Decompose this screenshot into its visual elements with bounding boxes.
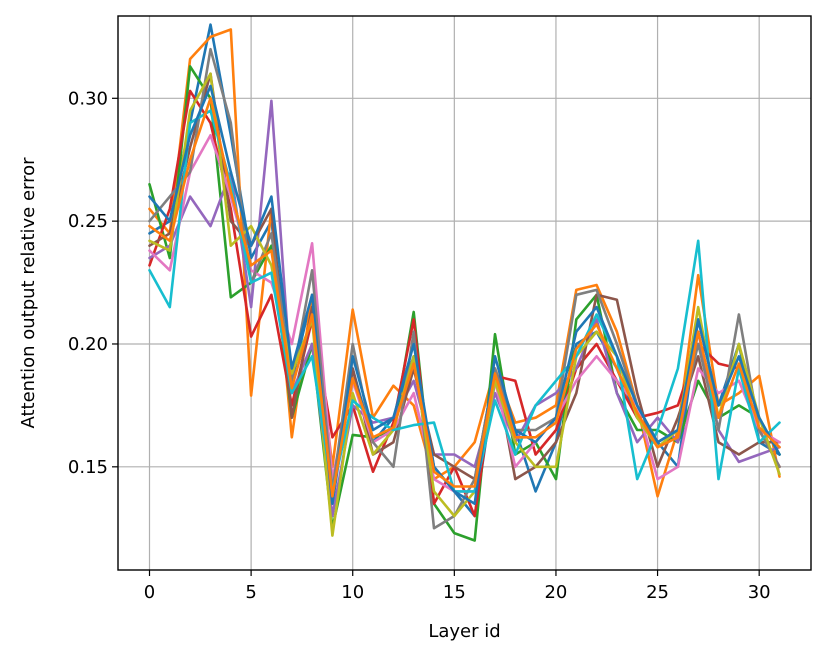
series-line-11 [148, 97, 781, 498]
x-tick-label: 5 [245, 582, 256, 603]
y-axis-label: Attention output relative error [18, 157, 39, 429]
y-tick-label: 0.30 [68, 88, 108, 109]
series-group [148, 23, 781, 542]
x-tick-label: 20 [544, 582, 567, 603]
x-tick-label: 15 [443, 582, 466, 603]
x-axis-label: Layer id [428, 621, 500, 642]
series-line-9 [148, 109, 781, 493]
grid [118, 16, 811, 570]
x-tick-label: 25 [646, 582, 669, 603]
series-line-10 [148, 84, 781, 506]
plot-frame [117, 15, 812, 571]
x-tick-label: 0 [144, 582, 155, 603]
y-tick-label: 0.15 [68, 457, 108, 478]
y-tick-label: 0.25 [68, 211, 108, 232]
x-tick-label: 10 [341, 582, 364, 603]
axis-ticks: 0 5 10 15 20 25 30 0.15 0.20 0.25 0.30 [68, 88, 771, 603]
x-tick-label: 30 [748, 582, 771, 603]
y-tick-label: 0.20 [68, 334, 108, 355]
